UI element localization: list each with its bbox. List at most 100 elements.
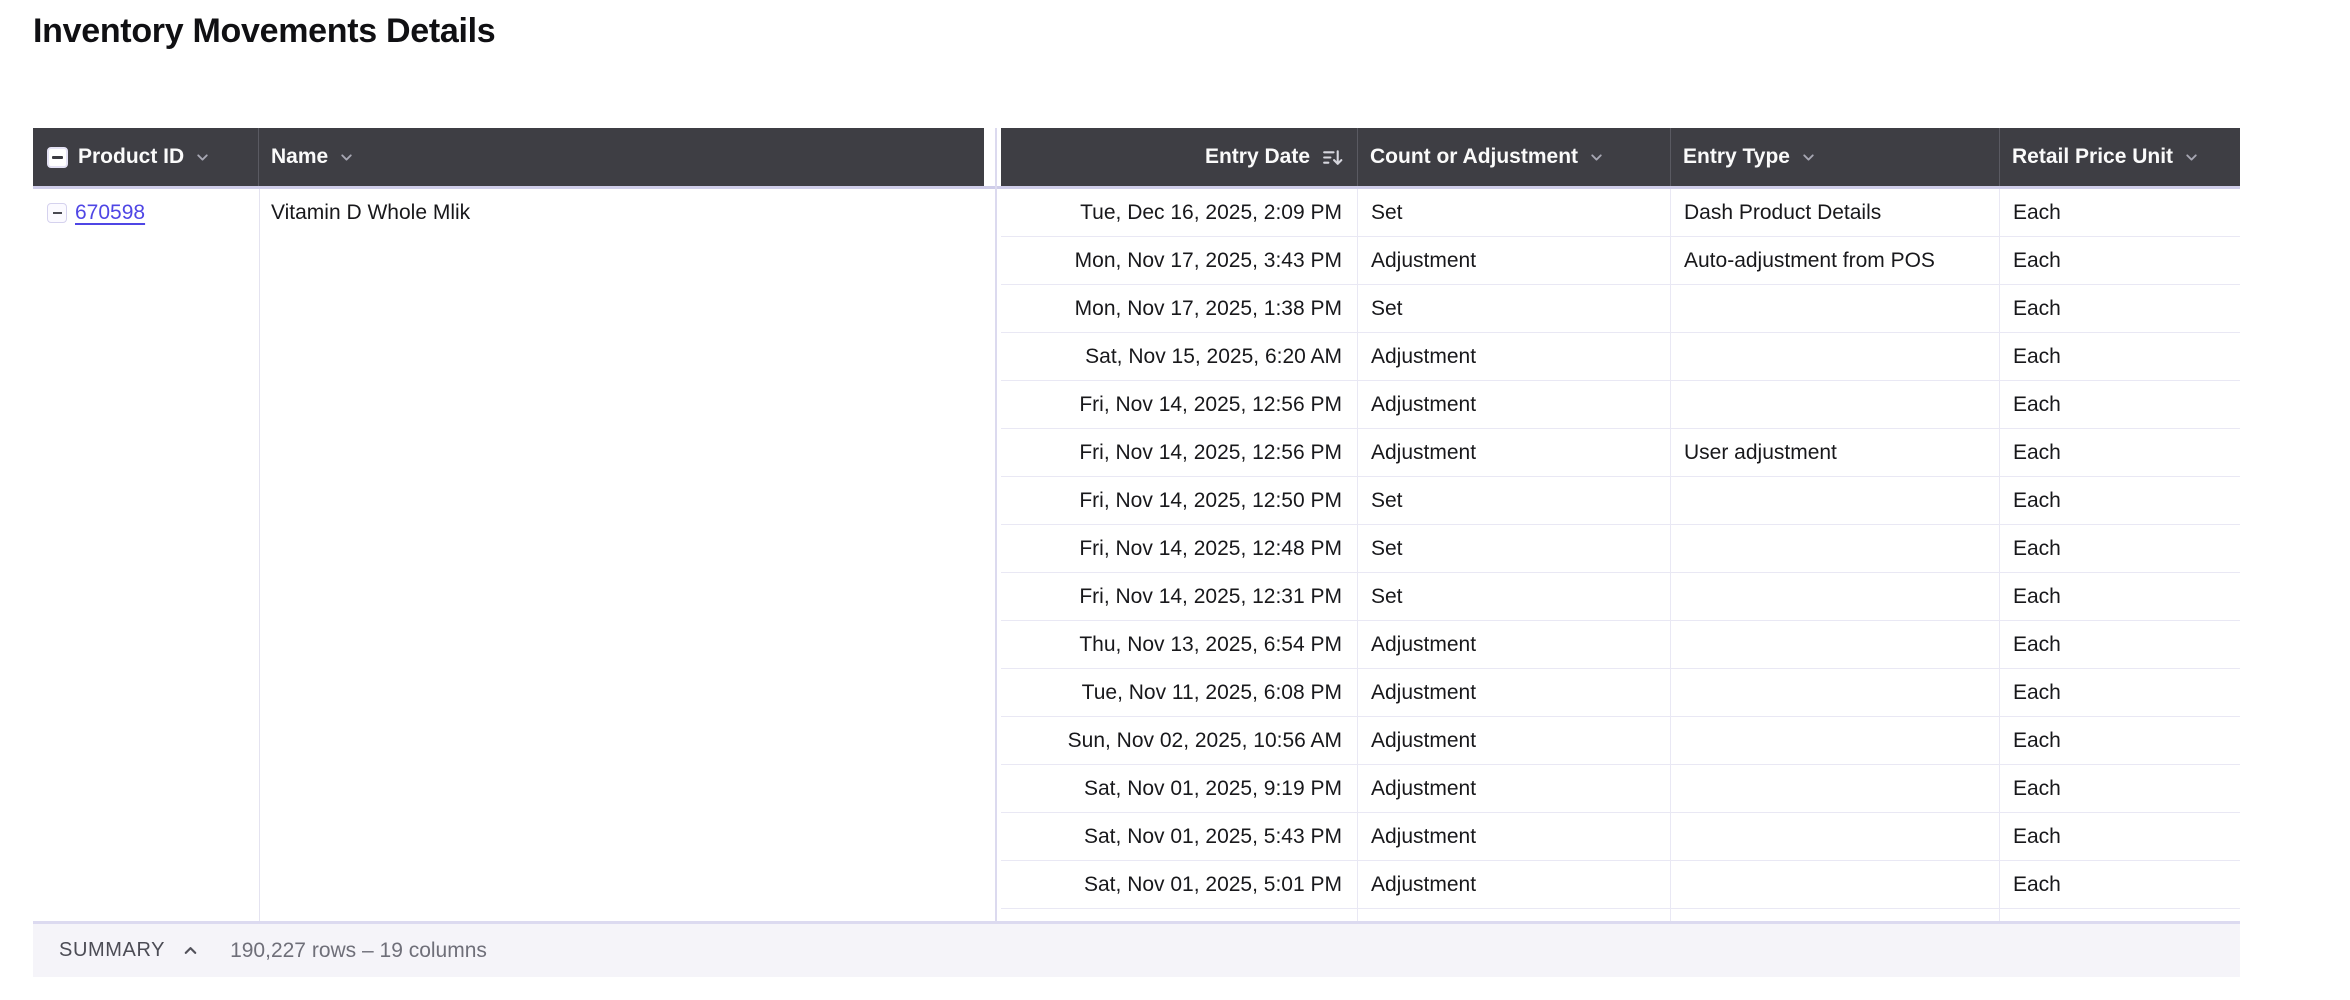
cell-retail-price-unit[interactable]: Each <box>2013 200 2061 224</box>
cell-entry-date[interactable]: Fri, Nov 14, 2025, 12:56 PM <box>1001 429 1358 476</box>
table-row[interactable]: Sat, Nov 01, 2025, 5:01 PM Adjustment Each <box>1001 861 2240 909</box>
cell-retail-price-unit[interactable]: Each <box>2013 344 2061 368</box>
cell-entry-date[interactable]: Tue, Nov 11, 2025, 6:08 PM <box>1001 669 1358 716</box>
table-row[interactable]: Sat, Nov 01, 2025, 5:43 PM Adjustment Each <box>1001 813 2240 861</box>
table-row[interactable]: Tue, Nov 11, 2025, 6:08 PM Adjustment Each <box>1001 669 2240 717</box>
cell-retail-price-unit[interactable]: Each <box>2013 632 2061 656</box>
cell-entry-type[interactable] <box>1671 285 2000 332</box>
product-id-link[interactable]: 670598 <box>75 201 146 224</box>
cell-entry-date[interactable]: Sun, Nov 02, 2025, 10:56 AM <box>1001 717 1358 764</box>
cell-count-or-adjustment[interactable]: Adjustment <box>1358 429 1671 476</box>
cell-entry-date[interactable]: Fri, Nov 14, 2025, 12:56 PM <box>1001 381 1358 428</box>
cell-entry-date <box>1001 909 1358 921</box>
cell-retail-price-unit[interactable]: Each <box>2013 440 2061 464</box>
cell-entry-type[interactable] <box>1671 765 2000 812</box>
cell-entry-date[interactable]: Sat, Nov 01, 2025, 5:01 PM <box>1001 861 1358 908</box>
table-row[interactable]: Fri, Nov 14, 2025, 12:48 PM Set Each <box>1001 525 2240 573</box>
cell-count-or-adjustment[interactable]: Set <box>1358 573 1671 620</box>
summary-toggle-label[interactable]: SUMMARY <box>59 939 166 961</box>
cell-count-or-adjustment[interactable]: Set <box>1358 189 1671 236</box>
table-row-partial[interactable] <box>1001 909 2240 921</box>
cell-count-or-adjustment[interactable]: Adjustment <box>1358 813 1671 860</box>
cell-count-or-adjustment[interactable]: Adjustment <box>1358 381 1671 428</box>
select-all-checkbox[interactable] <box>47 146 68 168</box>
cell-entry-type[interactable] <box>1671 573 2000 620</box>
cell-entry-type[interactable]: Dash Product Details <box>1671 189 2000 236</box>
table-row[interactable]: Sat, Nov 01, 2025, 9:19 PM Adjustment Each <box>1001 765 2240 813</box>
cell-count-or-adjustment[interactable]: Set <box>1358 477 1671 524</box>
cell-count-or-adjustment[interactable]: Adjustment <box>1358 333 1671 380</box>
cell-retail-price-unit[interactable]: Each <box>2013 392 2061 416</box>
cell-entry-date[interactable]: Mon, Nov 17, 2025, 1:38 PM <box>1001 285 1358 332</box>
cell-count-or-adjustment[interactable]: Set <box>1358 525 1671 572</box>
column-header-count-or-adjustment[interactable]: Count or Adjustment <box>1358 128 1671 186</box>
cell-entry-type[interactable] <box>1671 381 2000 428</box>
chevron-down-icon[interactable] <box>194 149 211 166</box>
cell-retail-price-unit[interactable]: Each <box>2013 776 2061 800</box>
cell-count-or-adjustment[interactable]: Adjustment <box>1358 717 1671 764</box>
table-row[interactable]: Fri, Nov 14, 2025, 12:50 PM Set Each <box>1001 477 2240 525</box>
table-row[interactable]: Mon, Nov 17, 2025, 3:43 PM Adjustment Auto… <box>1001 237 2240 285</box>
table-row[interactable]: Fri, Nov 14, 2025, 12:31 PM Set Each <box>1001 573 2240 621</box>
cell-entry-type[interactable]: Auto-adjustment from POS <box>1671 237 2000 284</box>
cell-retail-price-unit[interactable]: Each <box>2013 824 2061 848</box>
collapse-group-button[interactable] <box>47 203 67 223</box>
cell-retail-price-unit[interactable]: Each <box>2013 872 2061 896</box>
cell-retail-price-unit[interactable]: Each <box>2013 296 2061 320</box>
chevron-down-icon[interactable] <box>1800 149 1817 166</box>
cell-entry-type[interactable] <box>1671 621 2000 668</box>
cell-count-or-adjustment[interactable]: Set <box>1358 285 1671 332</box>
cell-count-or-adjustment[interactable]: Adjustment <box>1358 237 1671 284</box>
table-row[interactable]: Fri, Nov 14, 2025, 12:56 PM Adjustment Eac… <box>1001 381 2240 429</box>
cell-count-or-adjustment[interactable]: Adjustment <box>1358 621 1671 668</box>
cell-entry-date[interactable]: Tue, Dec 16, 2025, 2:09 PM <box>1001 189 1358 236</box>
cell-entry-type[interactable]: User adjustment <box>1671 429 2000 476</box>
cell-retail-price-unit[interactable]: Each <box>2013 536 2061 560</box>
column-header-name[interactable]: Name <box>259 128 984 186</box>
cell-entry-type[interactable] <box>1671 717 2000 764</box>
table-row[interactable]: Sat, Nov 15, 2025, 6:20 AM Adjustment Each <box>1001 333 2240 381</box>
table-row[interactable]: Fri, Nov 14, 2025, 12:56 PM Adjustment Use… <box>1001 429 2240 477</box>
cell-entry-type[interactable] <box>1671 669 2000 716</box>
cell-entry-type[interactable] <box>1671 813 2000 860</box>
cell-entry-type[interactable] <box>1671 333 2000 380</box>
cell-entry-date[interactable]: Fri, Nov 14, 2025, 12:31 PM <box>1001 573 1358 620</box>
cell-retail-price-unit[interactable]: Each <box>2013 248 2061 272</box>
chevron-up-icon[interactable] <box>181 941 200 960</box>
cell-count-or-adjustment[interactable]: Adjustment <box>1358 861 1671 908</box>
sort-descending-icon[interactable] <box>1320 145 1345 170</box>
cell-count-or-adjustment[interactable]: Adjustment <box>1358 765 1671 812</box>
column-divider <box>259 189 260 921</box>
cell-retail-price-unit[interactable]: Each <box>2013 728 2061 752</box>
cell-entry-date[interactable]: Sat, Nov 15, 2025, 6:20 AM <box>1001 333 1358 380</box>
table-row[interactable]: Sun, Nov 02, 2025, 10:56 AM Adjustment Eac… <box>1001 717 2240 765</box>
group-row[interactable]: 670598 Vitamin D Whole Mlik <box>33 189 984 237</box>
product-name-cell[interactable]: Vitamin D Whole Mlik <box>271 201 471 224</box>
cell-retail-price-unit[interactable]: Each <box>2013 680 2061 704</box>
cell-entry-date[interactable]: Sat, Nov 01, 2025, 5:43 PM <box>1001 813 1358 860</box>
cell-entry-date[interactable]: Fri, Nov 14, 2025, 12:50 PM <box>1001 477 1358 524</box>
table-row[interactable]: Mon, Nov 17, 2025, 1:38 PM Set Each <box>1001 285 2240 333</box>
cell-entry-date[interactable]: Mon, Nov 17, 2025, 3:43 PM <box>1001 237 1358 284</box>
column-header-entry-type[interactable]: Entry Type <box>1671 128 2000 186</box>
cell-entry-date[interactable]: Fri, Nov 14, 2025, 12:48 PM <box>1001 525 1358 572</box>
table-header: Product ID Name Entry Date Count <box>33 128 2240 186</box>
cell-entry-date[interactable]: Sat, Nov 01, 2025, 9:19 PM <box>1001 765 1358 812</box>
cell-retail-price-unit[interactable]: Each <box>2013 488 2061 512</box>
cell-count-or-adjustment[interactable]: Adjustment <box>1358 669 1671 716</box>
cell-entry-date[interactable]: Thu, Nov 13, 2025, 6:54 PM <box>1001 621 1358 668</box>
chevron-down-icon[interactable] <box>2183 149 2200 166</box>
chevron-down-icon[interactable] <box>1588 149 1605 166</box>
column-header-label: Entry Type <box>1683 145 1790 168</box>
table-row[interactable]: Tue, Dec 16, 2025, 2:09 PM Set Dash Produc… <box>1001 189 2240 237</box>
column-header-product-id[interactable]: Product ID <box>33 128 259 186</box>
cell-entry-type[interactable] <box>1671 477 2000 524</box>
cell-entry-type[interactable] <box>1671 525 2000 572</box>
table-row[interactable]: Thu, Nov 13, 2025, 6:54 PM Adjustment Each <box>1001 621 2240 669</box>
cell-entry-type[interactable] <box>1671 861 2000 908</box>
column-header-entry-date[interactable]: Entry Date <box>1001 128 1358 186</box>
chevron-down-icon[interactable] <box>338 149 355 166</box>
column-header-label: Product ID <box>78 145 185 168</box>
column-header-retail-price-unit[interactable]: Retail Price Unit <box>2000 128 2240 186</box>
cell-retail-price-unit[interactable]: Each <box>2013 584 2061 608</box>
